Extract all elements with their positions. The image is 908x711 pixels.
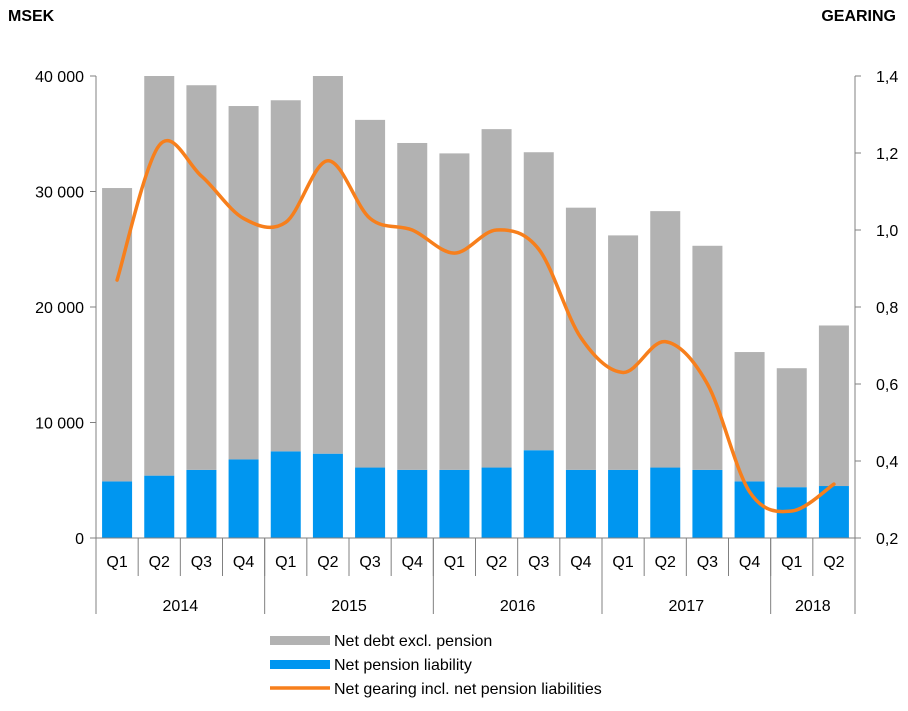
bar-net-pension-liability bbox=[818, 486, 849, 538]
legend-swatch-pension bbox=[270, 660, 330, 669]
right-axis-unit: GEARING bbox=[821, 8, 896, 25]
bar-net-pension-liability bbox=[102, 481, 133, 538]
x-year-label: 2015 bbox=[331, 598, 367, 615]
bar-net-pension-liability bbox=[608, 469, 639, 538]
bar-net-pension-liability bbox=[439, 469, 470, 538]
y-right-tick-label: 0,6 bbox=[876, 377, 898, 394]
bar-net-pension-liability bbox=[186, 469, 217, 538]
bar-net-debt-excl-pension bbox=[734, 352, 765, 482]
x-tick-label: Q1 bbox=[275, 554, 296, 571]
x-tick-label: Q3 bbox=[359, 554, 380, 571]
bar-net-debt-excl-pension bbox=[186, 85, 217, 470]
y-right-tick-label: 0,8 bbox=[876, 300, 898, 317]
line-net-gearing bbox=[115, 139, 836, 514]
x-tick-label: Q4 bbox=[233, 554, 254, 571]
legend-swatch-net-debt bbox=[270, 636, 330, 645]
bar-net-pension-liability bbox=[312, 453, 343, 538]
x-tick-label: Q1 bbox=[612, 554, 633, 571]
bar-net-debt-excl-pension bbox=[776, 368, 807, 488]
bar-net-pension-liability bbox=[228, 459, 259, 538]
bar-net-debt-excl-pension bbox=[481, 129, 512, 468]
x-tick-label: Q1 bbox=[444, 554, 465, 571]
y-right-tick-label: 1,0 bbox=[876, 223, 898, 240]
bar-net-debt-excl-pension bbox=[397, 142, 428, 470]
bar-net-pension-liability bbox=[355, 467, 386, 538]
y-right-tick-label: 1,4 bbox=[876, 69, 898, 86]
bar-net-debt-excl-pension bbox=[818, 325, 849, 487]
bar-net-debt-excl-pension bbox=[650, 211, 681, 468]
bar-net-pension-liability bbox=[523, 450, 554, 538]
y-left-tick-label: 20 000 bbox=[35, 300, 84, 317]
y-left-tick-label: 30 000 bbox=[35, 185, 84, 202]
x-tick-label: Q2 bbox=[823, 554, 844, 571]
x-tick-label: Q3 bbox=[697, 554, 718, 571]
bar-net-debt-excl-pension bbox=[270, 100, 301, 452]
x-tick-label: Q3 bbox=[191, 554, 212, 571]
x-tick-label: Q1 bbox=[781, 554, 802, 571]
bar-net-debt-excl-pension bbox=[228, 106, 259, 460]
x-year-label: 2014 bbox=[163, 598, 199, 615]
bar-net-debt-excl-pension bbox=[355, 119, 386, 468]
x-year-label: 2018 bbox=[795, 598, 831, 615]
y-left-tick-label: 10 000 bbox=[35, 416, 84, 433]
bar-net-debt-excl-pension bbox=[144, 76, 175, 476]
x-tick-label: Q3 bbox=[528, 554, 549, 571]
bar-net-debt-excl-pension bbox=[692, 245, 723, 470]
bar-net-pension-liability bbox=[481, 467, 512, 538]
bar-net-pension-liability bbox=[270, 451, 301, 538]
legend-label-gearing: Net gearing incl. net pension liabilitie… bbox=[334, 681, 602, 698]
bar-net-pension-liability bbox=[692, 469, 723, 538]
x-year-label: 2017 bbox=[669, 598, 705, 615]
legend-label-pension: Net pension liability bbox=[334, 657, 472, 674]
x-tick-label: Q2 bbox=[149, 554, 170, 571]
bar-net-pension-liability bbox=[650, 467, 681, 538]
x-tick-label: Q2 bbox=[486, 554, 507, 571]
x-tick-label: Q4 bbox=[570, 554, 591, 571]
y-right-tick-label: 0,4 bbox=[876, 454, 898, 471]
bar-net-debt-excl-pension bbox=[312, 76, 343, 454]
x-tick-label: Q4 bbox=[739, 554, 760, 571]
legend-label-net-debt: Net debt excl. pension bbox=[334, 633, 492, 650]
x-tick-label: Q1 bbox=[106, 554, 127, 571]
bar-net-pension-liability bbox=[565, 469, 596, 538]
y-right-tick-label: 1,2 bbox=[876, 146, 898, 163]
bar-net-debt-excl-pension bbox=[608, 235, 639, 470]
bar-net-pension-liability bbox=[144, 475, 175, 538]
x-tick-label: Q2 bbox=[655, 554, 676, 571]
x-year-label: 2016 bbox=[500, 598, 536, 615]
x-tick-label: Q2 bbox=[317, 554, 338, 571]
y-right-tick-label: 0,2 bbox=[876, 531, 898, 548]
left-axis-unit: MSEK bbox=[8, 8, 55, 25]
bar-net-debt-excl-pension bbox=[102, 188, 133, 482]
x-tick-label: Q4 bbox=[402, 554, 423, 571]
y-left-tick-label: 0 bbox=[75, 531, 84, 548]
y-left-tick-label: 40 000 bbox=[35, 69, 84, 86]
bar-net-pension-liability bbox=[397, 469, 428, 538]
bar-net-debt-excl-pension bbox=[439, 153, 470, 470]
bar-net-debt-excl-pension bbox=[523, 152, 554, 451]
